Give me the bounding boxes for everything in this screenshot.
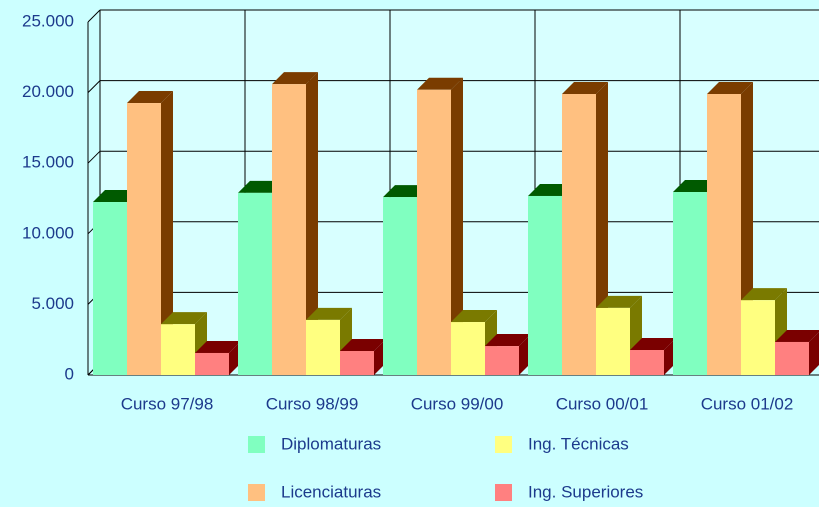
bar (272, 84, 306, 376)
grid-line-wall (87, 9, 101, 23)
bar (383, 197, 417, 375)
x-tick-label: Curso 99/00 (411, 394, 504, 413)
legend-swatch (248, 484, 265, 501)
x-tick-label: Curso 98/99 (266, 394, 359, 413)
grid-line-wall (87, 150, 101, 164)
bar (741, 300, 775, 375)
bar (485, 346, 519, 375)
bar (195, 352, 229, 375)
bar-top (485, 334, 531, 347)
legend-label: Ing. Técnicas (528, 434, 629, 453)
bar-top (161, 312, 207, 325)
bar-side (306, 72, 318, 376)
y-tick-label: 20.000 (22, 82, 74, 101)
legend-swatch (495, 484, 512, 501)
bar (127, 103, 161, 375)
y-tick-label: 10.000 (22, 223, 74, 242)
bar-top (741, 288, 787, 301)
bar (562, 94, 596, 376)
bar (161, 324, 195, 375)
bar-top (562, 82, 608, 95)
bar-top (306, 307, 352, 320)
y-tick-label: 15.000 (22, 153, 74, 172)
bar-side (161, 91, 173, 375)
bar-top (451, 310, 497, 323)
legend-swatch (248, 436, 265, 453)
bar-top (340, 338, 386, 351)
bar-top (630, 338, 676, 351)
y-tick-label: 5.000 (31, 294, 74, 313)
legend-swatch (495, 436, 512, 453)
bar-top (596, 295, 642, 308)
bar (707, 94, 741, 376)
bar (630, 350, 664, 375)
grid-line-wall (87, 80, 101, 93)
x-tick-label: Curso 00/01 (556, 394, 649, 413)
legend-label: Ing. Superiores (528, 482, 643, 501)
bar-top (272, 72, 318, 85)
bar (306, 319, 340, 375)
bar (417, 89, 451, 375)
bar (775, 341, 809, 375)
bar-top (195, 340, 241, 353)
bar (673, 192, 707, 375)
bar (451, 322, 485, 375)
bar-side (809, 331, 819, 375)
bar (528, 195, 562, 375)
bar-top (775, 329, 819, 342)
y-tick-label: 0 (65, 364, 74, 383)
legend-label: Licenciaturas (281, 482, 381, 501)
y-tick-label: 25.000 (22, 11, 74, 30)
bar-top (127, 91, 173, 104)
bar (340, 350, 374, 375)
bar-side (451, 77, 463, 375)
legend-label: Diplomaturas (281, 434, 381, 453)
x-tick-label: Curso 01/02 (701, 394, 794, 413)
bar (238, 192, 272, 375)
x-tick-label: Curso 97/98 (121, 394, 214, 413)
bar (596, 307, 630, 375)
bar (93, 202, 127, 375)
bar-top (707, 82, 753, 95)
bar-top (417, 77, 463, 90)
